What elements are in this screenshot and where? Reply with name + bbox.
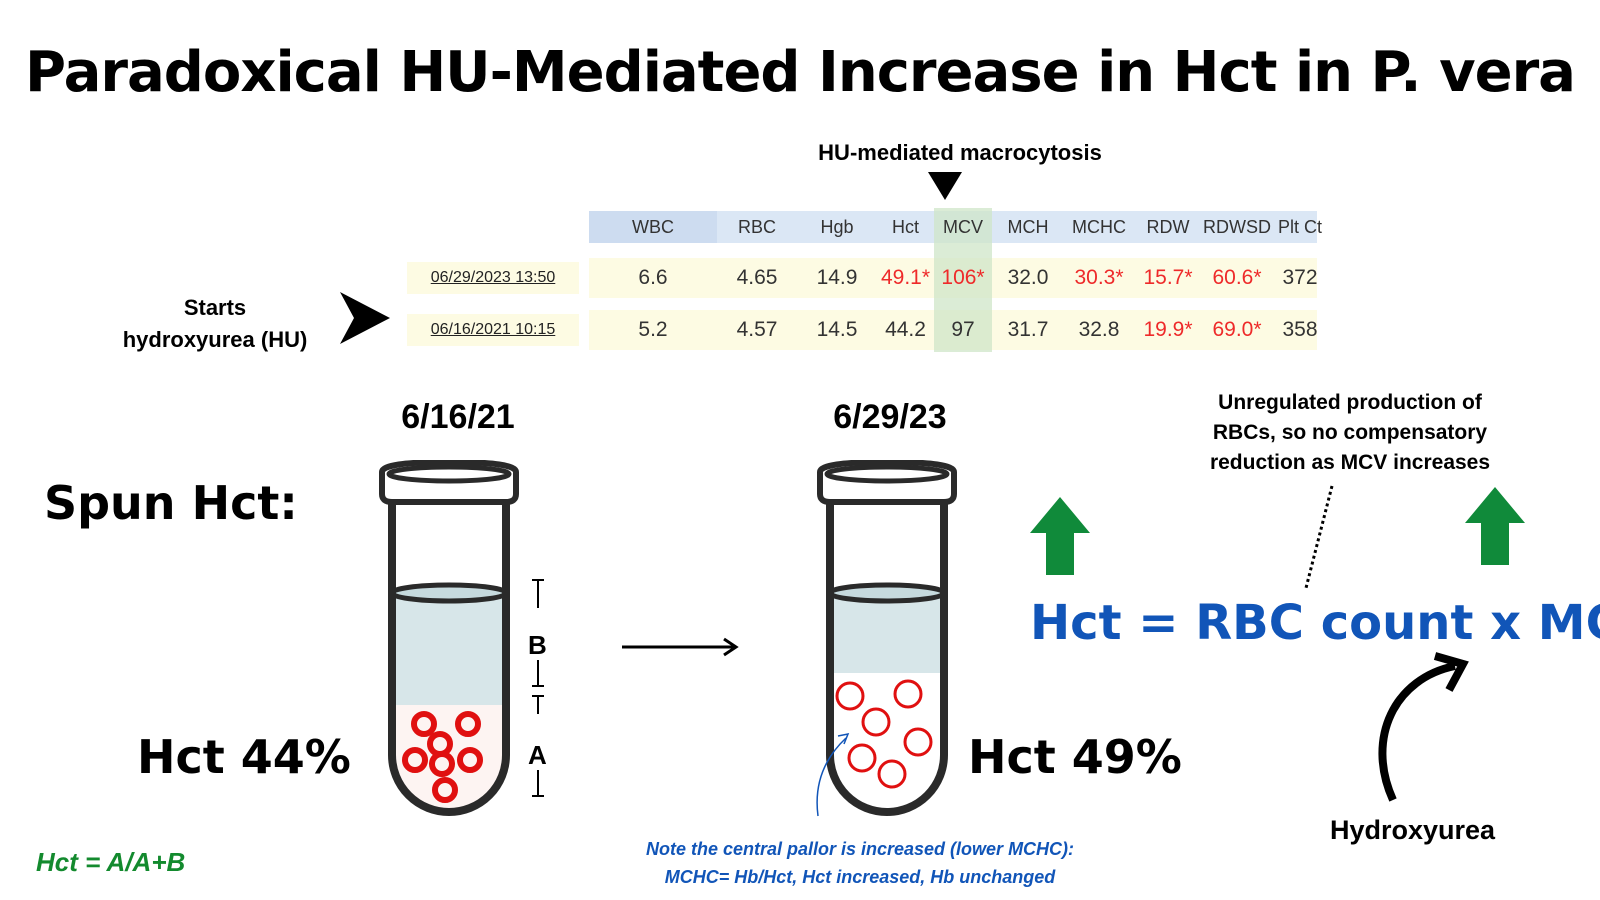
rbc-cell bbox=[402, 747, 428, 773]
cell-wbc: 5.2 bbox=[638, 318, 668, 341]
label-a: A bbox=[528, 740, 547, 770]
cell-mch: 32.0 bbox=[1007, 266, 1049, 289]
cell-hgb: 14.5 bbox=[816, 318, 858, 341]
cell-mchc: 30.3* bbox=[1074, 266, 1124, 289]
pallor-note: Note the central pallor is increased (lo… bbox=[600, 835, 1120, 891]
header-hgb: Hgb bbox=[820, 217, 854, 237]
header-rdwsd: RDWSD bbox=[1203, 217, 1271, 237]
mcv-column-highlight bbox=[934, 208, 992, 352]
row-date-link[interactable]: 06/29/2023 13:50 bbox=[407, 262, 579, 294]
test-tube-after bbox=[817, 460, 957, 816]
unregulated-line3: reduction as MCV increases bbox=[1209, 451, 1491, 474]
header-mch: MCH bbox=[1007, 217, 1049, 237]
cell-mcv: 106* bbox=[941, 266, 985, 289]
starts-hu-line2: hydroxyurea (HU) bbox=[122, 327, 308, 352]
macrocytosis-label: HU-mediated macrocytosis bbox=[818, 140, 1102, 165]
cell-hct: 49.1* bbox=[880, 266, 931, 289]
header-rdw: RDW bbox=[1146, 217, 1190, 237]
rbc-cell bbox=[457, 747, 483, 773]
transition-arrow-icon bbox=[622, 637, 739, 657]
cell-rbc: 4.57 bbox=[736, 318, 778, 341]
hct-before-value: Hct 44% bbox=[137, 730, 351, 784]
dotted-connector bbox=[1304, 485, 1334, 589]
header-mcv: MCV bbox=[943, 217, 983, 237]
test-tube-before bbox=[379, 460, 519, 816]
cell-rdwsd: 60.6* bbox=[1212, 266, 1262, 289]
pallor-note-line1: Note the central pallor is increased (lo… bbox=[645, 839, 1075, 859]
macrocytosis-pointer-icon bbox=[928, 172, 962, 200]
hct-formula: Hct = RBC count x MCV bbox=[1030, 595, 1600, 651]
pallor-note-line2: MCHC= Hb/Hct, Hct increased, Hb unchange… bbox=[664, 867, 1056, 887]
unregulated-line2: RBCs, so no compensatory bbox=[1212, 421, 1488, 444]
pallor-note-pointer-icon bbox=[816, 732, 850, 817]
cell-mch: 31.7 bbox=[1007, 318, 1049, 341]
row-date-link[interactable]: 06/16/2021 10:15 bbox=[407, 314, 579, 346]
cell-plt-ct: 372 bbox=[1282, 266, 1318, 289]
cell-rdwsd: 69.0* bbox=[1212, 318, 1262, 341]
cell-rbc: 4.65 bbox=[736, 266, 778, 289]
spun-hct-label: Spun Hct: bbox=[44, 476, 298, 530]
rbc-cell bbox=[903, 727, 933, 757]
cell-rdw: 15.7* bbox=[1143, 266, 1193, 289]
rbc-cell bbox=[455, 711, 481, 737]
label-b: B bbox=[528, 630, 547, 660]
starts-hu-line1: Starts bbox=[183, 295, 247, 320]
cell-mcv: 97 bbox=[951, 318, 975, 341]
cell-hct: 44.2 bbox=[885, 318, 926, 341]
cell-hgb: 14.9 bbox=[816, 266, 858, 289]
cell-plt-ct: 358 bbox=[1282, 318, 1318, 341]
rbc-cell bbox=[847, 743, 877, 773]
hydroxyurea-arrow-icon bbox=[1378, 652, 1469, 802]
cell-wbc: 6.6 bbox=[638, 266, 668, 289]
header-plt-ct: Plt Ct bbox=[1277, 217, 1322, 237]
header-rbc: RBC bbox=[737, 217, 776, 237]
increase-arrow-rbc-icon bbox=[1030, 497, 1090, 575]
increase-arrow-mcv-icon bbox=[1465, 487, 1525, 565]
unregulated-line1: Unregulated production of bbox=[1218, 391, 1482, 414]
date-before: 6/16/21 bbox=[401, 398, 515, 436]
starts-hu-pointer-icon bbox=[340, 292, 390, 344]
cell-rdw: 19.9* bbox=[1143, 318, 1193, 341]
hct-definition: Hct = A/A+B bbox=[36, 847, 186, 877]
header-mchc: MCHC bbox=[1072, 217, 1126, 237]
header-wbc: WBC bbox=[632, 217, 674, 237]
rbc-cell bbox=[893, 679, 923, 709]
rbc-cell bbox=[432, 777, 458, 803]
cell-mchc: 32.8 bbox=[1078, 318, 1120, 341]
rbc-cell bbox=[429, 751, 455, 777]
rbc-cell bbox=[861, 707, 891, 737]
rbc-cell bbox=[877, 759, 907, 789]
page-title: Paradoxical HU-Mediated Increase in Hct … bbox=[25, 40, 1576, 105]
header-hct: Hct bbox=[892, 217, 919, 237]
hydroxyurea-label: Hydroxyurea bbox=[1330, 815, 1496, 845]
bracket-markers bbox=[532, 579, 544, 797]
hct-after-value: Hct 49% bbox=[968, 730, 1182, 784]
table-header-wbc-bg bbox=[589, 211, 717, 243]
rbc-cell bbox=[835, 681, 865, 711]
starts-hu-label: Starts hydroxyurea (HU) bbox=[95, 292, 335, 356]
date-after: 6/29/23 bbox=[833, 398, 947, 436]
unregulated-production-note: Unregulated production of RBCs, so no co… bbox=[1185, 388, 1515, 478]
rbc-cell bbox=[411, 711, 437, 737]
